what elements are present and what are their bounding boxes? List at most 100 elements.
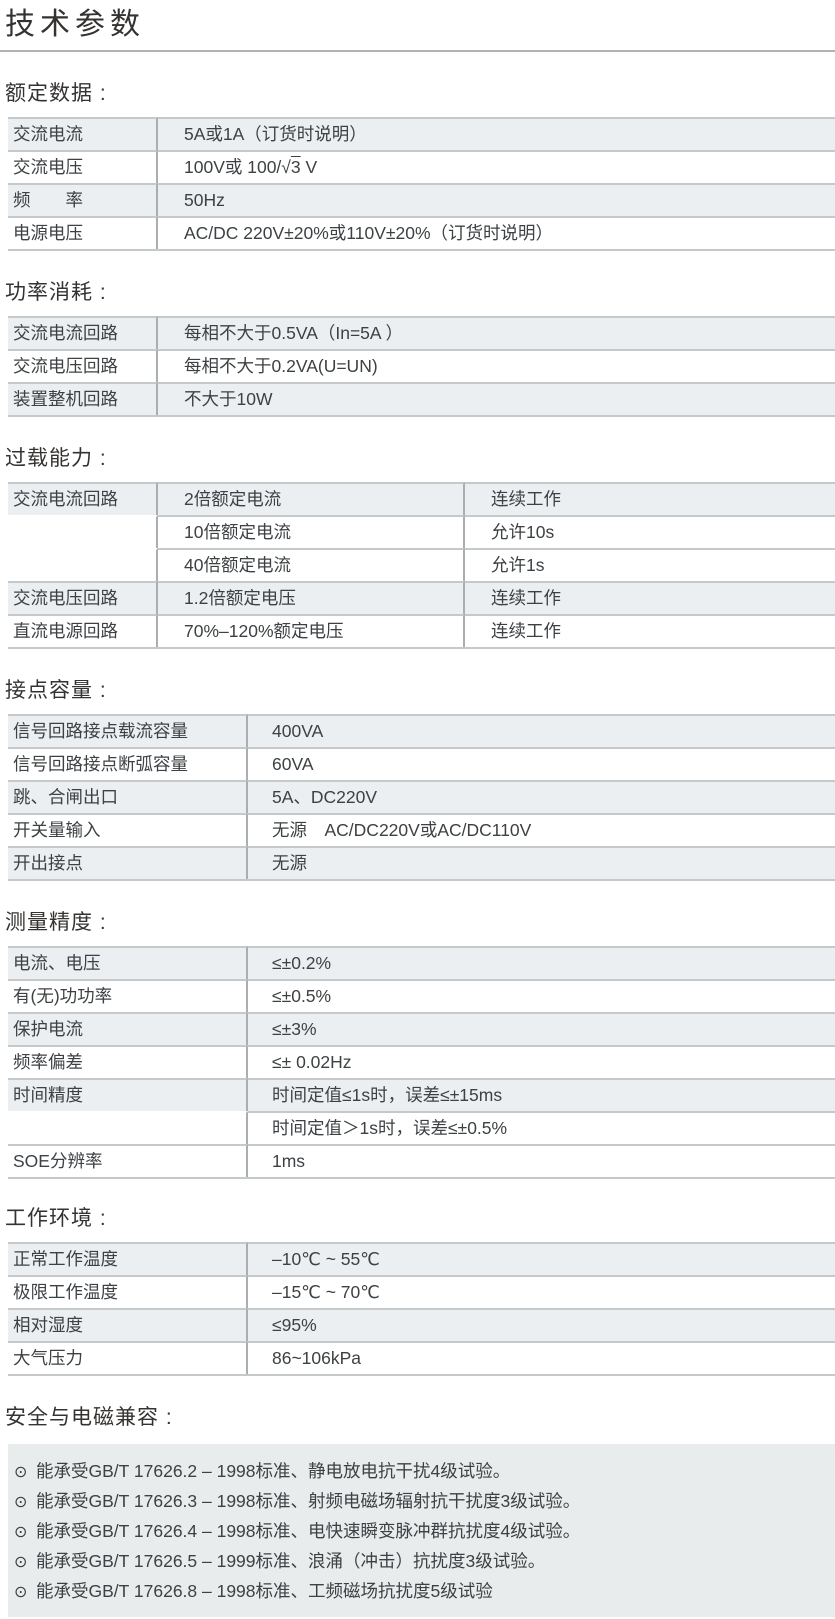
technical-parameters-page: { "page": { "title": "技术参数" }, "colors":…	[0, 9, 835, 1619]
table-cell-label: 时间精度	[8, 1078, 248, 1111]
table-cell-label: 交流电流回路	[8, 482, 158, 515]
table-cell-label: 直流电源回路	[8, 614, 158, 647]
table-row: 装置整机回路 不大于10W	[8, 382, 835, 415]
table-row: 信号回路接点断弧容量 60VA	[8, 747, 835, 780]
table-row: 信号回路接点载流容量 400VA	[8, 714, 835, 747]
table-cell-label: 开关量输入	[8, 813, 248, 846]
table-cell-label: 交流电压	[8, 150, 158, 183]
list-item-text: 能承受GB/T 17626.5 – 1999标准、浪涌（冲击）抗扰度3级试验。	[36, 1551, 546, 1571]
table-cell-label: 频率偏差	[8, 1045, 248, 1078]
table-cell-condition: 70%–120%额定电压	[158, 614, 465, 647]
section-heading-overload-capability: 过载能力 :	[5, 447, 107, 470]
table-row: SOE分辨率 1ms	[8, 1144, 835, 1177]
table-row: 正常工作温度 –10℃ ~ 55℃	[8, 1242, 835, 1275]
table-cell-label: 开出接点	[8, 846, 248, 879]
table-cell-value: 时间定值≤1s时，误差≤±15ms	[248, 1078, 835, 1111]
table-cell-label: 极限工作温度	[8, 1275, 248, 1308]
table-row: 频 率 50Hz	[8, 183, 835, 216]
table-row: 开出接点 无源	[8, 846, 835, 879]
table-cell-result: 允许10s	[465, 515, 835, 548]
table-row: 时间精度 时间定值≤1s时，误差≤±15ms	[8, 1078, 835, 1111]
table-cell-value: ≤± 0.02Hz	[248, 1045, 835, 1078]
table-row: 保护电流 ≤±3%	[8, 1012, 835, 1045]
section-heading-contact-capacity: 接点容量 :	[5, 679, 107, 702]
table-cell-label	[8, 1111, 248, 1144]
value-suffix: V	[300, 157, 318, 177]
list-item: ⊙ 能承受GB/T 17626.2 – 1998标准、静电放电抗干扰4级试验。	[12, 1457, 823, 1487]
table-row: 相对湿度 ≤95%	[8, 1308, 835, 1341]
table-row: 电流、电压 ≤±0.2%	[8, 946, 835, 979]
list-item: ⊙ 能承受GB/T 17626.3 – 1998标准、射频电磁场辐射抗干扰度3级…	[12, 1487, 823, 1517]
table-cell-value: 每相不大于0.5VA（In=5A ）	[158, 316, 835, 349]
table-cell-label: 电源电压	[8, 216, 158, 249]
list-item: ⊙ 能承受GB/T 17626.4 – 1998标准、电快速瞬变脉冲群抗扰度4级…	[12, 1517, 823, 1547]
table-cell-value: 100V或 100/√3 V	[158, 150, 835, 183]
title-rule	[0, 50, 835, 52]
radicand: 3	[290, 157, 301, 177]
table-cell-label: 装置整机回路	[8, 382, 158, 415]
table-cell-condition: 1.2倍额定电压	[158, 581, 465, 614]
table-row: 电源电压 AC/DC 220V±20%或110V±20%（订货时说明）	[8, 216, 835, 249]
table-cell-value: ≤±3%	[248, 1012, 835, 1045]
table-cell-label: 跳、合闸出口	[8, 780, 248, 813]
table-cell-value: 60VA	[248, 747, 835, 780]
list-item-text: 能承受GB/T 17626.3 – 1998标准、射频电磁场辐射抗干扰度3级试验…	[36, 1491, 581, 1511]
table-cell-label: 正常工作温度	[8, 1242, 248, 1275]
power-consumption-table: 交流电流回路 每相不大于0.5VA（In=5A ） 交流电压回路 每相不大于0.…	[8, 316, 835, 417]
emc-list: ⊙ 能承受GB/T 17626.2 – 1998标准、静电放电抗干扰4级试验。 …	[8, 1444, 835, 1617]
section-heading-working-environment: 工作环境 :	[5, 1207, 107, 1230]
list-item-text: 能承受GB/T 17626.8 – 1998标准、工频磁场抗扰度5级试验	[36, 1581, 493, 1601]
table-cell-label: 交流电压回路	[8, 581, 158, 614]
table-cell-value: 不大于10W	[158, 382, 835, 415]
table-cell-label: 频 率	[8, 183, 158, 216]
rated-data-table: 交流电流 5A或1A（订货时说明） 交流电压 100V或 100/√3 V 频 …	[8, 117, 835, 251]
table-cell-label	[8, 548, 158, 581]
table-cell-value: 5A、DC220V	[248, 780, 835, 813]
circled-dot-bullet-icon: ⊙	[14, 1464, 28, 1481]
table-cell-label: 信号回路接点载流容量	[8, 714, 248, 747]
table-cell-result: 连续工作	[465, 614, 835, 647]
table-cell-value: –15℃ ~ 70℃	[248, 1275, 835, 1308]
table-cell-value: 50Hz	[158, 183, 835, 216]
page-title: 技术参数	[5, 8, 145, 41]
table-row: 交流电压回路 每相不大于0.2VA(U=UN)	[8, 349, 835, 382]
contact-capacity-table: 信号回路接点载流容量 400VA 信号回路接点断弧容量 60VA 跳、合闸出口 …	[8, 714, 835, 881]
overload-capability-table: 交流电流回路 2倍额定电流 连续工作 10倍额定电流 允许10s 40倍额定电流…	[8, 482, 835, 649]
circled-dot-bullet-icon: ⊙	[14, 1584, 28, 1601]
radical-sign: √	[281, 157, 291, 177]
section-heading-rated-data: 额定数据 :	[5, 82, 107, 105]
table-row: 开关量输入 无源 AC/DC220V或AC/DC110V	[8, 813, 835, 846]
table-row: 10倍额定电流 允许10s	[8, 515, 835, 548]
table-cell-label: 交流电压回路	[8, 349, 158, 382]
list-item: ⊙ 能承受GB/T 17626.5 – 1999标准、浪涌（冲击）抗扰度3级试验…	[12, 1547, 823, 1577]
table-row: 跳、合闸出口 5A、DC220V	[8, 780, 835, 813]
table-row: 频率偏差 ≤± 0.02Hz	[8, 1045, 835, 1078]
table-cell-condition: 40倍额定电流	[158, 548, 465, 581]
working-environment-table: 正常工作温度 –10℃ ~ 55℃ 极限工作温度 –15℃ ~ 70℃ 相对湿度…	[8, 1242, 835, 1376]
table-cell-label: 保护电流	[8, 1012, 248, 1045]
table-cell-value: ≤±0.2%	[248, 946, 835, 979]
value-prefix: 100V或 100/	[184, 157, 282, 177]
table-cell-value: 每相不大于0.2VA(U=UN)	[158, 349, 835, 382]
table-cell-label: SOE分辨率	[8, 1144, 248, 1177]
section-heading-measurement-accuracy: 测量精度 :	[5, 911, 107, 934]
table-cell-label: 大气压力	[8, 1341, 248, 1374]
table-cell-value: 时间定值＞1s时，误差≤±0.5%	[248, 1111, 835, 1144]
table-cell-result: 允许1s	[465, 548, 835, 581]
table-cell-value: 无源	[248, 846, 835, 879]
table-cell-label	[8, 515, 158, 548]
table-row: 交流电流 5A或1A（订货时说明）	[8, 117, 835, 150]
table-row: 时间定值＞1s时，误差≤±0.5%	[8, 1111, 835, 1144]
table-cell-value: ≤±0.5%	[248, 979, 835, 1012]
circled-dot-bullet-icon: ⊙	[14, 1524, 28, 1541]
table-cell-label: 信号回路接点断弧容量	[8, 747, 248, 780]
table-cell-result: 连续工作	[465, 581, 835, 614]
table-row: 极限工作温度 –15℃ ~ 70℃	[8, 1275, 835, 1308]
list-item-text: 能承受GB/T 17626.2 – 1998标准、静电放电抗干扰4级试验。	[36, 1461, 511, 1481]
table-cell-label: 相对湿度	[8, 1308, 248, 1341]
measurement-accuracy-table: 电流、电压 ≤±0.2% 有(无)功功率 ≤±0.5% 保护电流 ≤±3% 频率…	[8, 946, 835, 1179]
section-heading-safety-emc: 安全与电磁兼容 :	[5, 1406, 173, 1429]
table-cell-result: 连续工作	[465, 482, 835, 515]
list-item: ⊙ 能承受GB/T 17626.8 – 1998标准、工频磁场抗扰度5级试验	[12, 1577, 823, 1607]
table-cell-label: 电流、电压	[8, 946, 248, 979]
